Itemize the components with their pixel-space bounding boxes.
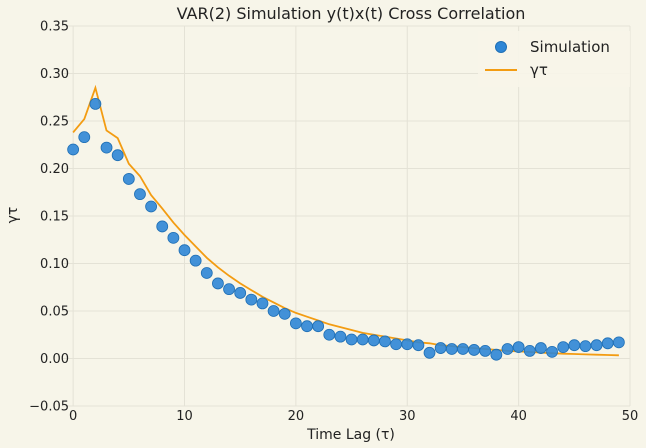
legend-label-simulation: Simulation — [530, 38, 610, 56]
simulation-point — [457, 343, 469, 355]
simulation-point — [401, 338, 414, 351]
simulation-point — [289, 317, 302, 330]
simulation-point — [234, 287, 247, 299]
simulation-point — [412, 339, 425, 352]
simulation-point — [479, 344, 492, 357]
simulation-point — [546, 345, 558, 358]
simulation-point — [367, 334, 380, 347]
simulation-point — [189, 254, 202, 267]
simulation-point — [356, 333, 369, 346]
simulation-point — [590, 339, 603, 352]
simulation-point — [200, 267, 213, 279]
y-axis-label: γτ — [5, 207, 21, 224]
x-tick-label: 20 — [288, 409, 305, 424]
simulation-point — [423, 346, 436, 359]
simulation-point — [212, 277, 224, 290]
x-axis-label: Time Lag (τ) — [306, 427, 395, 443]
legend-box — [478, 31, 630, 87]
simulation-point — [379, 335, 391, 348]
simulation-point — [334, 330, 347, 343]
simulation-point — [278, 307, 291, 320]
simulation-point — [178, 244, 191, 257]
simulation-point — [78, 131, 91, 144]
simulation-point — [245, 293, 258, 306]
simulation-point — [111, 149, 124, 162]
y-tick-label: 0.10 — [40, 257, 69, 272]
y-tick-label: 0.05 — [40, 305, 69, 320]
x-tick-labels: 0 10 20 30 40 50 — [69, 409, 638, 424]
x-tick-label: 50 — [622, 409, 639, 424]
simulation-point — [156, 220, 169, 233]
y-tick-label: 0.20 — [40, 162, 69, 177]
x-tick-label: 0 — [69, 409, 77, 424]
x-tick-label: 30 — [399, 409, 416, 424]
simulation-point — [612, 336, 625, 349]
y-tick-label: 0.30 — [40, 67, 69, 82]
simulation-point — [390, 338, 403, 351]
simulation-point — [601, 337, 614, 350]
simulation-point — [323, 328, 336, 341]
simulation-point — [134, 188, 146, 201]
y-tick-labels: −0.05 0.00 0.05 0.10 0.15 0.20 0.25 0.30 0.35 — [29, 20, 69, 415]
legend: Simulation γτ — [478, 31, 630, 87]
simulation-point — [256, 297, 269, 310]
simulation-point — [345, 333, 358, 346]
y-tick-label: 0.35 — [40, 20, 69, 35]
simulation-point — [100, 141, 113, 154]
y-tick-label: 0.00 — [40, 352, 69, 367]
x-tick-label: 40 — [510, 409, 527, 424]
scatter-series — [67, 98, 625, 361]
y-tick-label: 0.25 — [40, 115, 69, 130]
chart-title: VAR(2) Simulation y(t)x(t) Cross Correla… — [177, 4, 526, 23]
simulation-point — [468, 344, 480, 356]
legend-label-gamma: γτ — [530, 61, 548, 79]
legend-marker-simulation — [495, 41, 507, 53]
simulation-point — [445, 343, 458, 355]
simulation-point — [579, 340, 592, 353]
y-tick-label: 0.15 — [40, 210, 69, 225]
simulation-point — [512, 341, 525, 354]
simulation-point — [490, 348, 503, 361]
simulation-point — [167, 231, 180, 244]
simulation-point — [434, 342, 447, 354]
simulation-point — [312, 320, 325, 333]
simulation-point — [501, 343, 514, 355]
simulation-point — [223, 283, 235, 296]
simulation-point — [145, 200, 157, 213]
simulation-point — [267, 305, 280, 317]
simulation-point — [301, 320, 313, 333]
simulation-point — [535, 342, 547, 354]
simulation-point — [557, 341, 570, 354]
y-tick-label: −0.05 — [29, 400, 69, 415]
simulation-point — [523, 344, 536, 357]
x-tick-label: 10 — [176, 409, 193, 424]
simulation-point — [122, 173, 135, 185]
line-series — [72, 84, 619, 357]
gamma-line — [72, 84, 619, 357]
simulation-point — [67, 143, 80, 156]
simulation-point — [89, 98, 102, 110]
simulation-point — [568, 339, 581, 352]
